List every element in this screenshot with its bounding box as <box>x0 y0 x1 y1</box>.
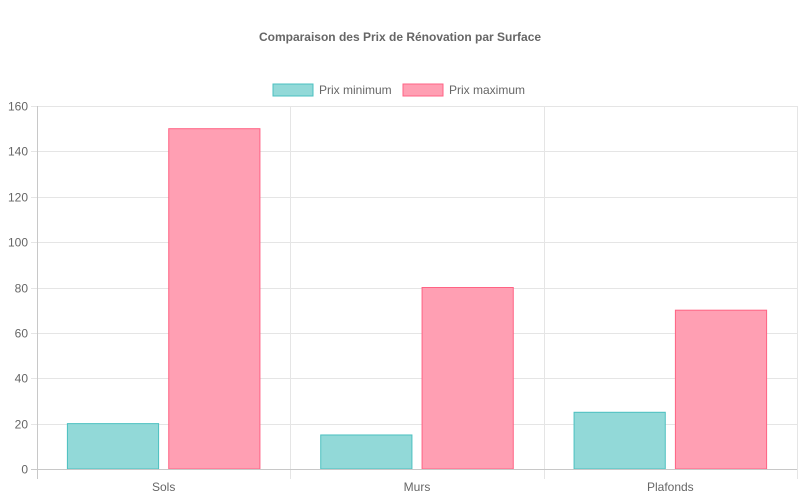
y-tick-label: 140 <box>8 145 28 159</box>
y-tick-label: 0 <box>21 463 28 477</box>
x-tick-label: Plafonds <box>647 480 694 494</box>
bar-max-sols[interactable] <box>168 128 261 470</box>
y-axis-ticks: 0 20 40 60 80 100 120 140 160 <box>8 100 28 477</box>
y-tick-label: 80 <box>15 282 29 296</box>
legend-label-max[interactable]: Prix maximum <box>449 83 525 97</box>
axes <box>31 106 797 479</box>
legend: Prix minimum Prix maximum <box>272 83 525 97</box>
y-tick-label: 20 <box>15 418 29 432</box>
legend-swatch-min[interactable] <box>272 83 314 97</box>
y-tick-label: 160 <box>8 100 28 114</box>
y-tick-label: 100 <box>8 236 28 250</box>
y-tick-label: 120 <box>8 191 28 205</box>
bar-max-murs[interactable] <box>421 287 514 470</box>
bar-min-plafonds[interactable] <box>573 411 666 470</box>
bar-max-plafonds[interactable] <box>674 309 768 470</box>
y-tick-label: 40 <box>15 372 29 386</box>
bar-min-sols[interactable] <box>66 423 160 470</box>
chart-title: Comparaison des Prix de Rénovation par S… <box>259 30 541 44</box>
bar-min-murs[interactable] <box>320 434 413 470</box>
x-tick-label: Murs <box>404 480 431 494</box>
x-axis-ticks: Sols Murs Plafonds <box>152 480 694 494</box>
legend-swatch-max[interactable] <box>402 83 444 97</box>
y-tick-label: 60 <box>15 327 29 341</box>
grid-lines <box>31 106 798 479</box>
bars <box>66 128 768 470</box>
x-tick-label: Sols <box>152 480 175 494</box>
legend-label-min[interactable]: Prix minimum <box>319 83 392 97</box>
